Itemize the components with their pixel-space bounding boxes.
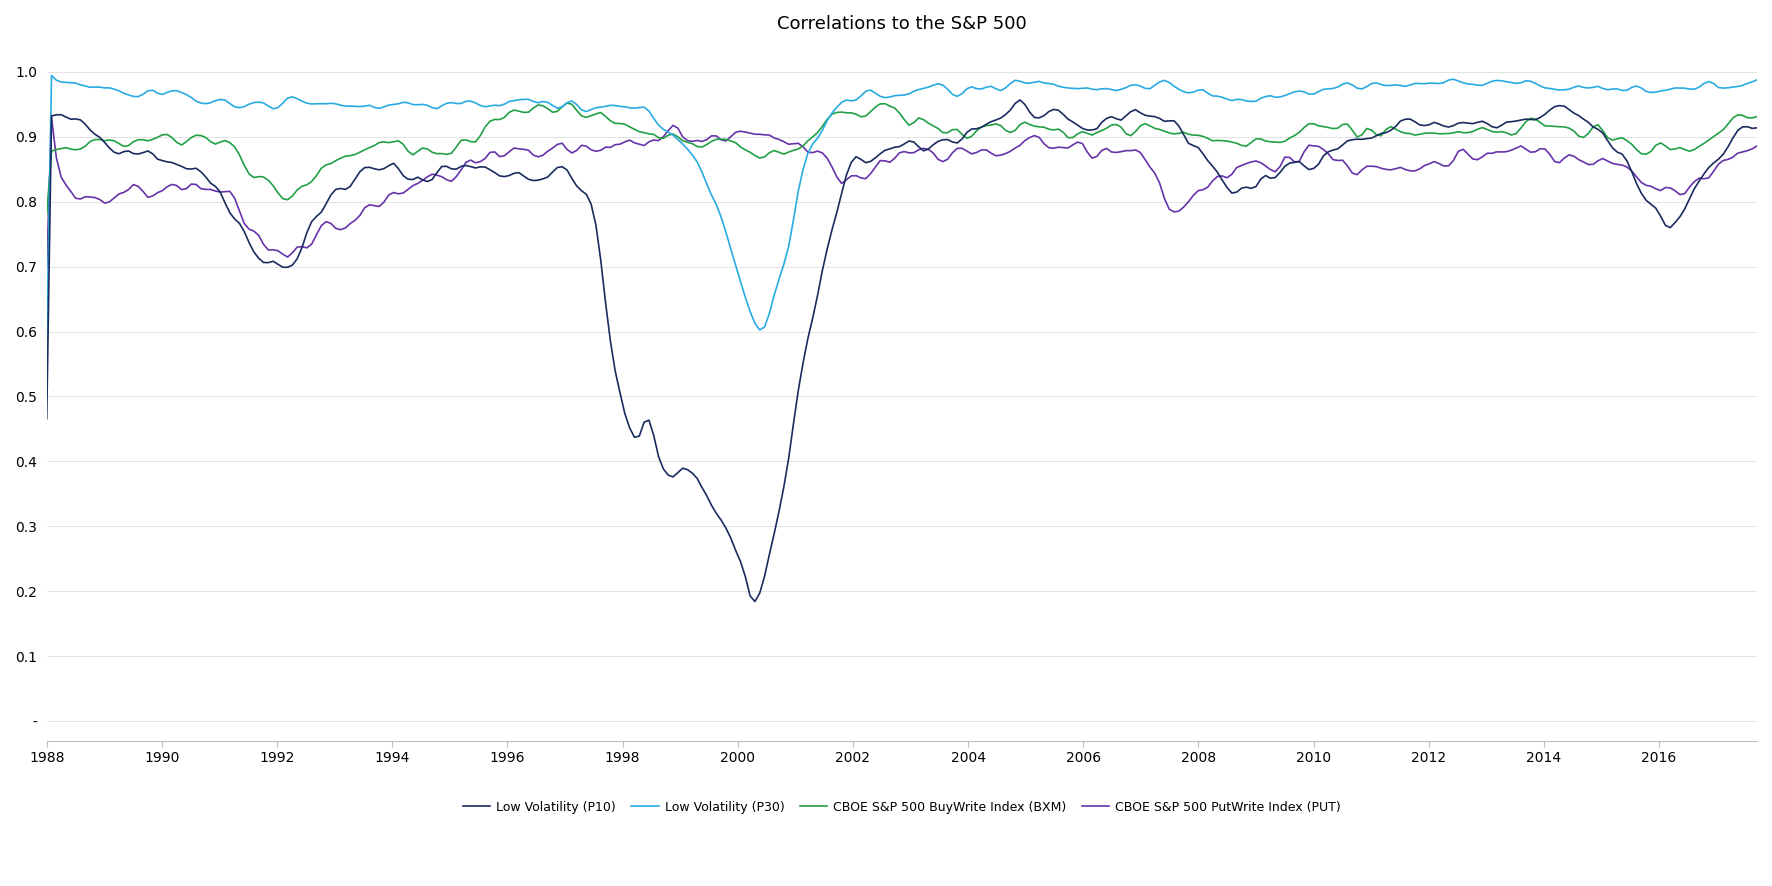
Low Volatility (P30)	[1207, 91, 1228, 102]
Low Volatility (P30)	[35, 339, 57, 350]
CBOE S&P 500 BuyWrite Index (BXM)	[1207, 136, 1228, 146]
CBOE S&P 500 BuyWrite Index (BXM)	[556, 97, 578, 108]
Low Volatility (P10)	[1212, 175, 1233, 185]
Low Volatility (P10)	[1650, 211, 1671, 222]
Low Volatility (P30)	[1747, 74, 1768, 85]
Low Volatility (P30)	[147, 88, 168, 98]
Low Volatility (P30)	[1120, 80, 1141, 90]
CBOE S&P 500 BuyWrite Index (BXM)	[672, 136, 693, 146]
Low Volatility (P30)	[1053, 82, 1074, 92]
CBOE S&P 500 BuyWrite Index (BXM)	[142, 134, 163, 144]
CBOE S&P 500 PutWrite Index (PUT)	[41, 113, 62, 123]
CBOE S&P 500 BuyWrite Index (BXM)	[1053, 127, 1074, 137]
Low Volatility (P10)	[744, 596, 766, 607]
Line: Low Volatility (P10): Low Volatility (P10)	[46, 100, 1758, 602]
CBOE S&P 500 PutWrite Index (PUT)	[1644, 183, 1666, 194]
Low Volatility (P30)	[1644, 87, 1666, 97]
Low Volatility (P30)	[41, 70, 62, 81]
CBOE S&P 500 BuyWrite Index (BXM)	[1644, 140, 1666, 151]
Low Volatility (P10)	[1747, 122, 1768, 133]
CBOE S&P 500 PutWrite Index (PUT)	[1053, 143, 1074, 153]
CBOE S&P 500 BuyWrite Index (BXM)	[1747, 111, 1768, 121]
Line: Low Volatility (P30): Low Volatility (P30)	[46, 75, 1758, 345]
Title: Correlations to the S&P 500: Correlations to the S&P 500	[776, 15, 1026, 33]
CBOE S&P 500 BuyWrite Index (BXM)	[35, 209, 57, 220]
Low Volatility (P10)	[35, 414, 57, 424]
Low Volatility (P10)	[1058, 113, 1079, 124]
Line: CBOE S&P 500 BuyWrite Index (BXM): CBOE S&P 500 BuyWrite Index (BXM)	[46, 103, 1758, 214]
Low Volatility (P10)	[1125, 105, 1146, 115]
CBOE S&P 500 PutWrite Index (PUT)	[672, 131, 693, 142]
Low Volatility (P10)	[668, 468, 689, 478]
Legend: Low Volatility (P10), Low Volatility (P30), CBOE S&P 500 BuyWrite Index (BXM), C: Low Volatility (P10), Low Volatility (P3…	[457, 796, 1347, 819]
CBOE S&P 500 PutWrite Index (PUT)	[1747, 141, 1768, 152]
Low Volatility (P10)	[1010, 95, 1031, 105]
Low Volatility (P10)	[142, 149, 163, 159]
CBOE S&P 500 BuyWrite Index (BXM)	[1120, 130, 1141, 141]
Line: CBOE S&P 500 PutWrite Index (PUT): CBOE S&P 500 PutWrite Index (PUT)	[46, 118, 1758, 267]
CBOE S&P 500 PutWrite Index (PUT)	[35, 261, 57, 272]
CBOE S&P 500 PutWrite Index (PUT)	[1207, 171, 1228, 182]
Low Volatility (P30)	[672, 138, 693, 149]
CBOE S&P 500 PutWrite Index (PUT)	[1120, 145, 1141, 156]
CBOE S&P 500 PutWrite Index (PUT)	[147, 187, 168, 198]
